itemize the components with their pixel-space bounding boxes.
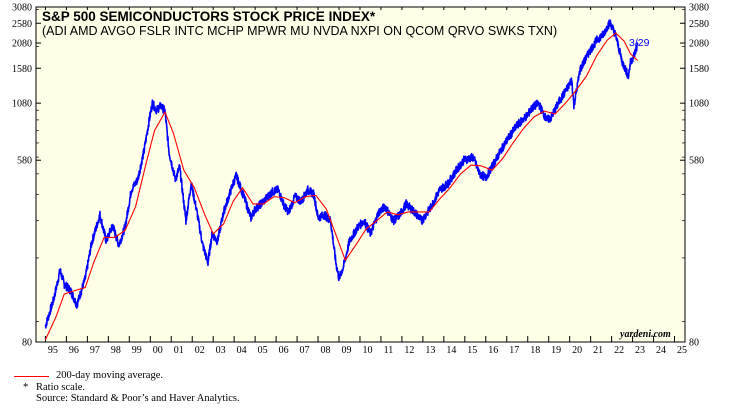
x-tick-label: 97	[90, 345, 100, 356]
source-note: Source: Standard & Poor’s and Haver Anal…	[36, 393, 240, 404]
y-tick-label-right: 1580	[689, 64, 709, 75]
x-tick-label: 23	[635, 345, 645, 356]
x-tick-label: 19	[551, 345, 561, 356]
y-tick-label-right: 2080	[689, 39, 709, 50]
y-tick-label-right: 3080	[689, 3, 709, 14]
x-tick-label: 15	[467, 345, 477, 356]
series-line-index	[44, 19, 639, 329]
x-tick-label: 14	[446, 345, 456, 356]
x-tick-label: 99	[132, 345, 142, 356]
y-tick-label-right: 1080	[689, 99, 709, 110]
legend-label: 200-day moving average.	[56, 370, 164, 381]
y-tick-label-right: 2580	[689, 19, 709, 30]
x-tick-label: 06	[279, 345, 289, 356]
x-tick-label: 05	[258, 345, 268, 356]
y-tick-label-left: 580	[17, 156, 32, 167]
y-tick-label-left: 2080	[12, 39, 32, 50]
y-tick-label-right: 580	[689, 156, 704, 167]
x-tick-label: 01	[174, 345, 184, 356]
x-tick-label: 02	[195, 345, 205, 356]
y-tick-label-right: 80	[689, 338, 699, 349]
series-line-moving-average	[44, 32, 638, 340]
x-tick-label: 07	[300, 345, 310, 356]
footnote-ratio-scale: Ratio scale.	[36, 382, 85, 393]
x-tick-label: 13	[425, 345, 435, 356]
x-tick-label: 08	[321, 345, 331, 356]
x-tick-label: 25	[677, 345, 687, 356]
chart-title: S&P 500 SEMICONDUCTORS STOCK PRICE INDEX…	[42, 9, 376, 24]
x-tick-label: 04	[237, 345, 247, 356]
x-tick-label: 09	[341, 345, 351, 356]
date-annotation: 3/29	[629, 37, 650, 49]
x-tick-label: 18	[530, 345, 540, 356]
x-tick-label: 00	[153, 345, 163, 356]
x-tick-label: 17	[509, 345, 519, 356]
plot-area	[35, 6, 686, 343]
x-tick-label: 24	[656, 345, 666, 356]
x-tick-label: 10	[362, 345, 372, 356]
x-tick-label: 03	[216, 345, 226, 356]
x-tick-label: 98	[111, 345, 121, 356]
y-tick-label-left: 1080	[12, 99, 32, 110]
x-tick-label: 11	[384, 345, 394, 356]
footnote-marker: *	[23, 382, 29, 393]
x-tick-label: 16	[488, 345, 498, 356]
x-tick-label: 22	[614, 345, 624, 356]
x-tick-label: 95	[48, 345, 58, 356]
x-tick-label: 21	[593, 345, 603, 356]
y-tick-label-left: 3080	[12, 3, 32, 14]
x-tick-label: 20	[572, 345, 582, 356]
yardeni-credit: yardeni.com	[620, 329, 671, 340]
x-tick-label: 96	[69, 345, 79, 356]
y-tick-label-left: 1580	[12, 64, 32, 75]
y-tick-label-left: 2580	[12, 19, 32, 30]
chart-subtitle: (ADI AMD AVGO FSLR INTC MCHP MPWR MU NVD…	[42, 24, 558, 38]
x-tick-label: 12	[404, 345, 414, 356]
legend-line-moving-average	[14, 376, 49, 377]
y-tick-label-left: 80	[22, 338, 32, 349]
